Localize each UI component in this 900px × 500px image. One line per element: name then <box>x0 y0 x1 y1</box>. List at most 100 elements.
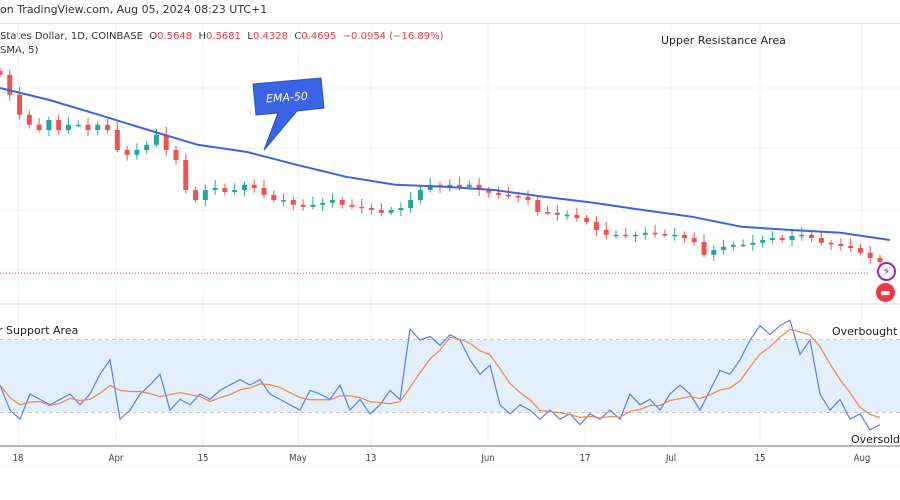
candle-up <box>769 238 775 240</box>
lightning-icon[interactable]: ⚡ <box>877 262 896 281</box>
candle-up <box>750 242 756 245</box>
open-value: 0.5648 <box>157 31 193 42</box>
x-tick-label: 15 <box>198 453 209 464</box>
candle-up <box>202 190 208 200</box>
candle-down <box>877 258 883 262</box>
x-tick-label: 17 <box>580 453 591 464</box>
candle-down <box>779 238 785 240</box>
x-tick-label: May <box>289 453 307 464</box>
candle-up <box>799 234 805 237</box>
candle-down <box>193 190 199 200</box>
candle-down <box>545 212 551 214</box>
candle-up <box>760 240 766 243</box>
candle-down <box>339 200 345 205</box>
candle-down <box>818 238 824 243</box>
candle-up <box>75 124 81 127</box>
candle-up <box>730 244 736 247</box>
oversold-label: Oversold <box>851 433 900 446</box>
candle-up <box>212 188 218 190</box>
rsi-band <box>0 340 900 412</box>
candle-up <box>46 120 52 130</box>
candle-down <box>603 230 609 235</box>
candle-down <box>173 150 179 160</box>
candle-down <box>867 252 873 258</box>
candle-up <box>613 234 619 237</box>
candle-down <box>652 232 658 235</box>
candle-down <box>486 190 492 193</box>
candle-up <box>241 184 247 190</box>
candle-down <box>36 124 42 130</box>
candle-down <box>17 94 23 115</box>
open-label: O <box>149 31 158 42</box>
candle-down <box>183 160 189 190</box>
x-tick-label: Jul <box>665 453 676 464</box>
candle-up <box>721 246 727 250</box>
candle-up <box>281 200 287 202</box>
upper-resistance-label: Upper Resistance Area <box>661 34 786 47</box>
candle-up <box>144 144 150 150</box>
ema-callout-bubble <box>252 77 325 151</box>
candle-up <box>310 204 316 207</box>
candle-down <box>26 114 32 125</box>
x-tick-label: Jun <box>480 453 494 464</box>
candle-down <box>251 184 257 188</box>
candle-down <box>290 200 296 205</box>
header-divider <box>0 23 900 24</box>
candle-down <box>809 234 815 238</box>
candle-down <box>124 150 130 155</box>
lower-support-label: r Support Area <box>0 324 78 337</box>
candle-up <box>466 184 472 187</box>
x-tick-label: 18 <box>13 453 24 464</box>
change-value: −0.0954 (−16.89%) <box>342 31 444 42</box>
candle-up <box>65 124 71 130</box>
low-value: 0.4328 <box>252 31 288 42</box>
candle-up <box>642 232 648 235</box>
candle-up <box>427 184 433 190</box>
candle-down <box>691 238 697 242</box>
candle-down <box>681 234 687 238</box>
candle-up <box>388 210 394 213</box>
candle-up <box>153 134 159 145</box>
candle-down <box>593 222 599 230</box>
candle-down <box>584 218 590 222</box>
candle-down <box>623 234 629 237</box>
candle-down <box>163 134 169 150</box>
candle-down <box>300 204 306 207</box>
candle-up <box>329 200 335 203</box>
candle-down <box>349 204 355 207</box>
candle-down <box>574 214 580 218</box>
us-flag-icon[interactable]: ▬ <box>876 283 895 302</box>
candle-down <box>85 124 91 130</box>
candle-down <box>476 184 482 190</box>
candle-up <box>672 234 678 237</box>
candle-down <box>378 210 384 213</box>
candle-down <box>56 120 62 130</box>
overbought-label: Overbought <box>832 325 898 338</box>
candle-up <box>320 202 326 205</box>
x-tick-label: 13 <box>366 453 377 464</box>
ema-50-line <box>0 87 891 241</box>
candle-down <box>222 188 228 192</box>
candle-down <box>701 242 707 255</box>
high-label: H <box>198 31 207 42</box>
candle-down <box>848 246 854 248</box>
candle-up <box>408 200 414 208</box>
ema-callout-text: EMA-50 <box>266 90 309 106</box>
candle-down <box>457 184 463 187</box>
candle-down <box>857 248 863 253</box>
candle-down <box>828 242 834 245</box>
candle-up <box>564 214 570 217</box>
candle-up <box>711 250 717 255</box>
candle-down <box>359 206 365 209</box>
legend-indicator: SMA, 5) <box>0 45 39 56</box>
candle-down <box>0 70 3 75</box>
candle-down <box>105 124 111 130</box>
ema-callout: EMA-50 <box>252 77 325 151</box>
x-tick-label: Aug <box>854 453 871 464</box>
candle-down <box>271 194 277 200</box>
candle-up <box>447 184 453 187</box>
candle-down <box>261 188 267 195</box>
candle-down <box>7 74 13 95</box>
candle-down <box>496 192 502 195</box>
